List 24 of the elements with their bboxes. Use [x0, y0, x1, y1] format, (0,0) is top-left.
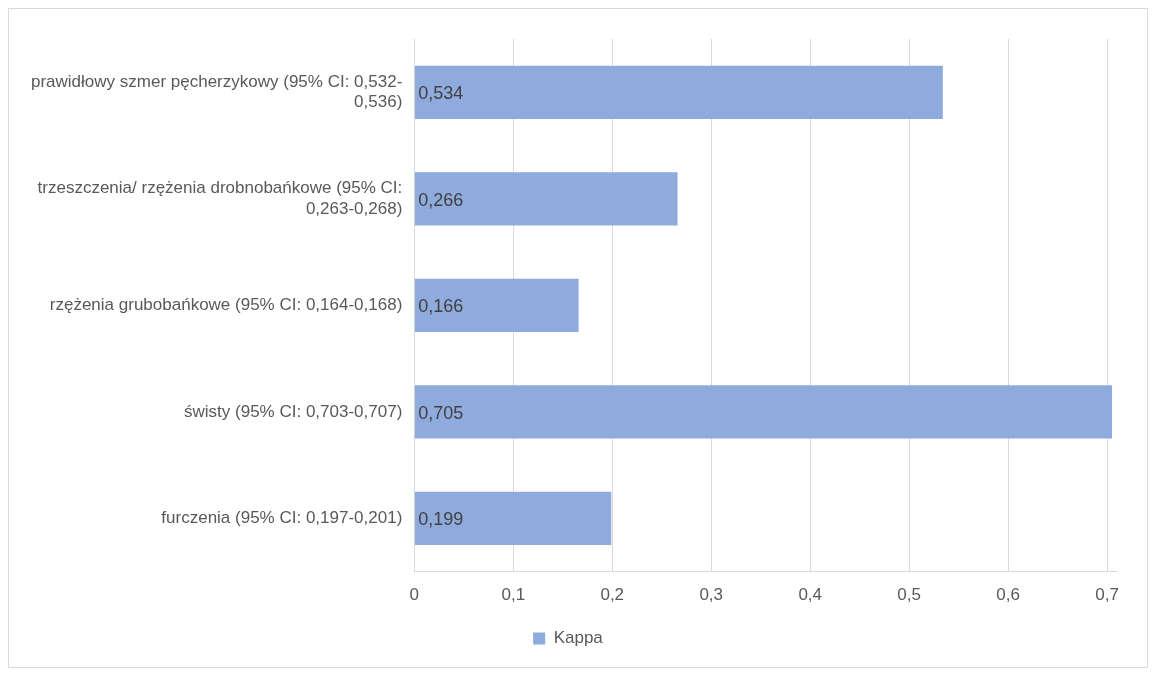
y-tick-label: rzężenia grubobańkowe (95% CI: 0,164-0,168) — [49, 294, 403, 314]
y-tick-label: prawidłowy szmer pęcherzykowy (95% CI: 0,532-0,536) — [30, 71, 403, 112]
bar — [414, 491, 612, 545]
data-label: 0,705 — [418, 402, 464, 423]
data-label: 0,166 — [418, 296, 464, 317]
bar — [414, 65, 943, 119]
x-tick-label: 0,1 — [501, 585, 526, 605]
x-tick-label: 0,4 — [798, 585, 823, 605]
y-tick-label: furczenia (95% CI: 0,197-0,201) — [161, 508, 403, 528]
x-tick-label: 0,6 — [996, 585, 1020, 605]
y-tick-label: świsty (95% CI: 0,703-0,707) — [184, 401, 403, 421]
legend-label: Kappa — [553, 628, 604, 648]
data-label: 0,534 — [418, 83, 464, 104]
bar — [414, 172, 678, 226]
x-tick-label: 0,3 — [699, 585, 724, 605]
x-tick-label: 0 — [409, 585, 420, 605]
x-tick-label: 0,5 — [897, 585, 921, 605]
y-tick-label: trzeszczenia/ rzężenia drobnobańkowe (95% CI: 0,263-0,268) — [37, 178, 403, 218]
bar — [414, 278, 579, 332]
data-label: 0,266 — [418, 189, 464, 210]
bar — [414, 385, 1113, 439]
x-tick-label: 0,7 — [1095, 585, 1119, 605]
data-label: 0,199 — [418, 509, 464, 530]
x-tick-label: 0,2 — [600, 585, 625, 605]
